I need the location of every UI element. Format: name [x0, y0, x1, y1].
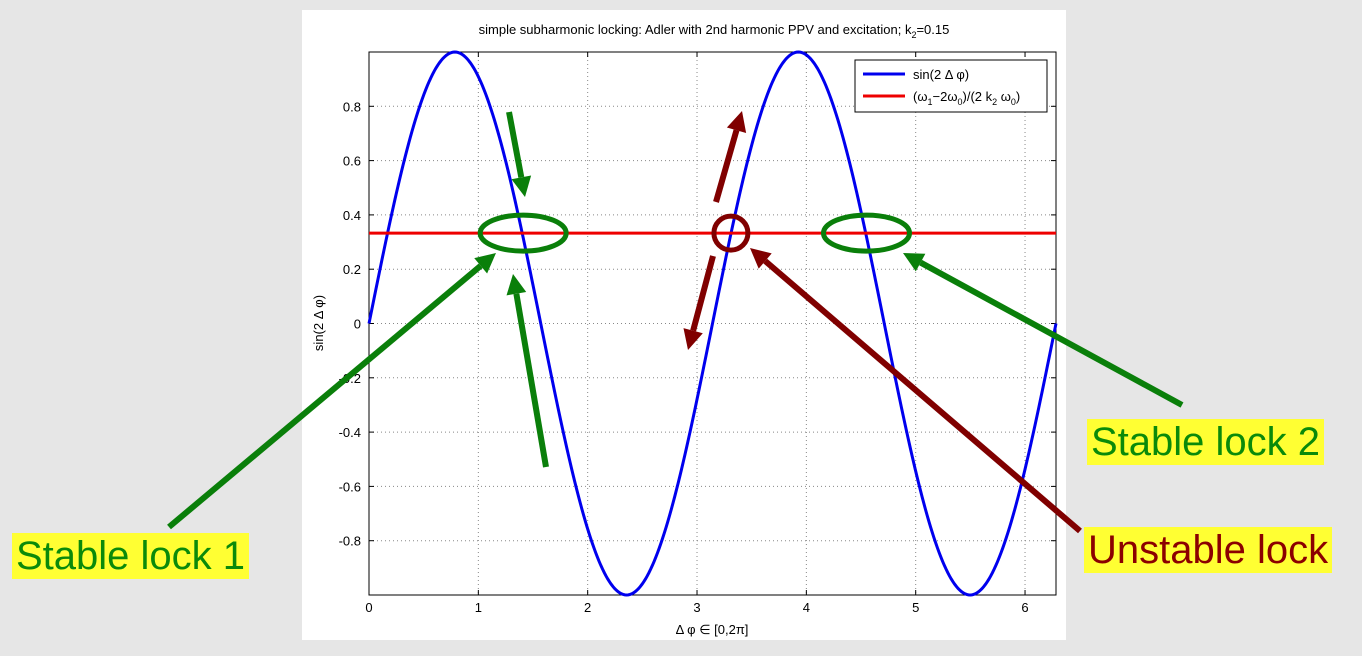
y-tick-label: 0.2	[343, 262, 361, 277]
arrow-stable-lock-2-callout-head	[903, 253, 926, 272]
arrow-unstable-lock-callout-head	[750, 248, 772, 269]
arrow-down-into-stable-1-shaft	[506, 111, 525, 178]
grid	[369, 52, 1056, 595]
y-tick-label: 0	[354, 317, 361, 332]
chart-title: simple subharmonic locking: Adler with 2…	[479, 22, 950, 40]
arrow-unstable-away-down-head	[683, 328, 703, 350]
x-tick-label: 6	[1021, 600, 1028, 615]
arrow-stable-lock-1-callout-shaft	[167, 263, 483, 530]
unstable-lock-circle	[711, 213, 751, 253]
legend-box	[854, 59, 1048, 113]
arrow-unstable-lock-callout-shaft	[763, 258, 1082, 534]
x-tick-label: 1	[475, 600, 482, 615]
x-tick-label: 2	[584, 600, 591, 615]
arrow-down-into-stable-1-head	[511, 175, 532, 197]
y-axis-label: sin(2 Δ φ)	[311, 295, 326, 351]
x-tick-label: 3	[693, 600, 700, 615]
arrow-stable-lock-1-callout-head	[474, 253, 496, 274]
figure-panel	[302, 10, 1066, 640]
arrow-stable-lock-2-callout-shaft	[919, 259, 1184, 408]
arrow-unstable-away-up-shaft	[713, 129, 740, 203]
y-tick-label: 0.6	[343, 154, 361, 169]
legend-label: sin(2 Δ φ)	[913, 67, 969, 82]
callout-stable-lock-1: Stable lock 1	[12, 533, 250, 579]
arrow-up-into-stable-1-head	[506, 274, 527, 296]
x-tick-label: 5	[912, 600, 919, 615]
arrow-up-into-stable-1-shaft	[513, 293, 549, 468]
stable-lock-ellipse	[820, 212, 912, 254]
annotations	[167, 111, 1184, 534]
arrow-unstable-away-down-shaft	[690, 255, 716, 332]
y-tick-label: -0.6	[339, 479, 361, 494]
y-tick-label: -0.4	[339, 425, 361, 440]
callout-stable-lock-2: Stable lock 2	[1087, 419, 1325, 465]
x-axis-label: Δ φ ∈ [0,2π]	[676, 622, 749, 637]
arrow-unstable-away-up-head	[726, 111, 747, 133]
x-tick-label: 0	[365, 600, 372, 615]
callout-unstable-lock: Unstable lock	[1084, 527, 1333, 573]
legend: sin(2 Δ φ) (ω1−2ω0)/(2 k2 ω0)	[854, 59, 1048, 113]
y-tick-label: 0.8	[343, 99, 361, 114]
x-tick-label: 4	[803, 600, 810, 615]
y-tick-label: -0.8	[339, 534, 361, 549]
legend-label: (ω1−2ω0)/(2 k2 ω0)	[913, 89, 1020, 107]
series-line-sin	[367, 50, 1058, 597]
stable-lock-ellipse	[477, 212, 569, 254]
y-tick-label: 0.4	[343, 208, 361, 223]
